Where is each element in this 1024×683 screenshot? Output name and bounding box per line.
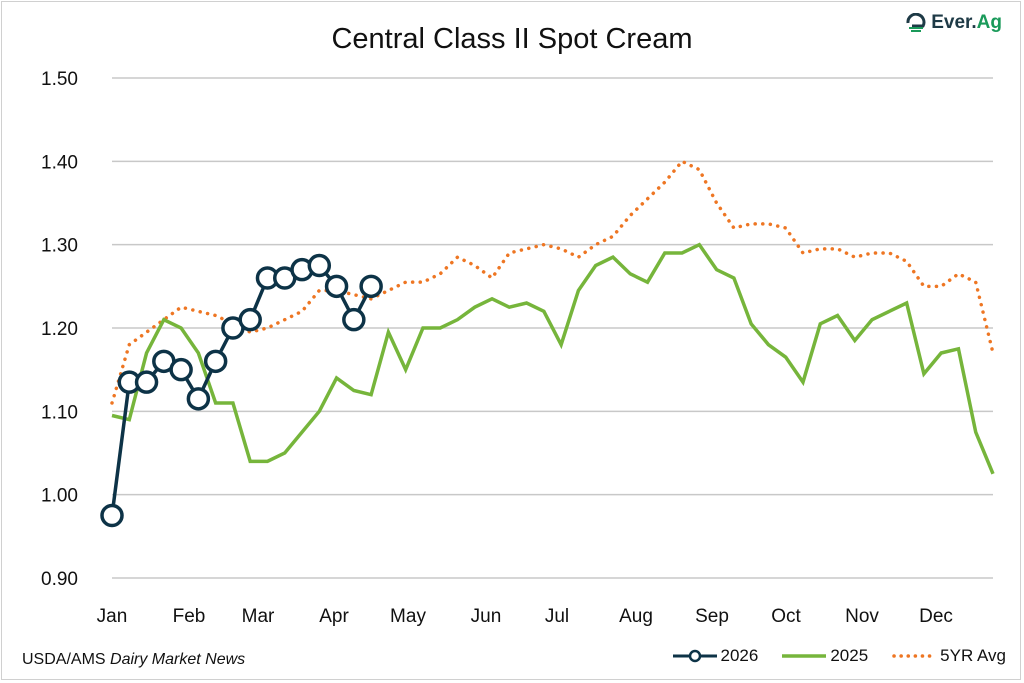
y-tick-label: 1.00	[41, 486, 78, 507]
series-2026-marker	[169, 357, 193, 382]
source-note: USDA/AMS Dairy Market News	[22, 651, 245, 669]
series-5yr-avg-line	[110, 159, 995, 405]
legend-2026: 2026	[672, 646, 759, 666]
x-tick-label: Feb	[173, 606, 206, 627]
x-tick-label: May	[390, 606, 426, 627]
x-tick-label: Mar	[242, 606, 275, 627]
source-prefix: USDA/AMS	[22, 651, 111, 668]
x-tick-label: Aug	[619, 606, 653, 627]
legend-2025: 2025	[782, 646, 868, 666]
series-2026-marker	[203, 349, 228, 374]
series-2026-marker	[307, 253, 332, 278]
x-tick-label: Oct	[771, 606, 801, 627]
series-2026-marker	[100, 503, 124, 528]
x-tick-label: Sep	[695, 606, 729, 627]
series-2026-marker	[186, 387, 211, 411]
legend: 2026 2025 5YR Avg	[672, 646, 1006, 666]
ever-ag-logo: Ever.Ag	[905, 12, 1002, 34]
y-tick-label: 1.20	[41, 319, 78, 340]
x-tick-label: Dec	[919, 606, 953, 627]
legend-5yr-avg: 5YR Avg	[892, 646, 1006, 666]
y-tick-label: 1.40	[41, 152, 78, 173]
y-tick-label: 1.30	[41, 236, 78, 257]
legend-label: 2026	[720, 646, 759, 665]
logo-icon	[906, 13, 926, 32]
series-2025-line	[111, 242, 995, 475]
legend-avg-swatch	[892, 654, 937, 658]
legend-2025-swatch	[782, 654, 827, 658]
chart-title: Central Class II Spot Cream	[331, 23, 692, 55]
legend-label: 2025	[830, 646, 869, 665]
series-2026-marker	[324, 274, 349, 299]
series-2026-marker	[342, 307, 366, 332]
x-tick-label: Jun	[471, 606, 502, 627]
legend-2026-swatch	[672, 649, 717, 663]
x-tick-label: Jan	[97, 606, 128, 627]
y-tick-label: 1.50	[41, 69, 78, 90]
y-tick-label: 1.10	[41, 402, 78, 423]
x-tick-label: Jul	[545, 606, 569, 627]
x-tick-label: Nov	[845, 606, 879, 627]
series-2026-marker	[238, 307, 262, 332]
series-2026-marker	[359, 274, 383, 299]
x-tick-label: Apr	[319, 606, 349, 627]
source-italic: Dairy Market News	[110, 651, 246, 668]
y-tick-label: 0.90	[41, 569, 78, 590]
legend-label: 5YR Avg	[940, 646, 1006, 665]
series-2026-marker	[134, 370, 159, 394]
